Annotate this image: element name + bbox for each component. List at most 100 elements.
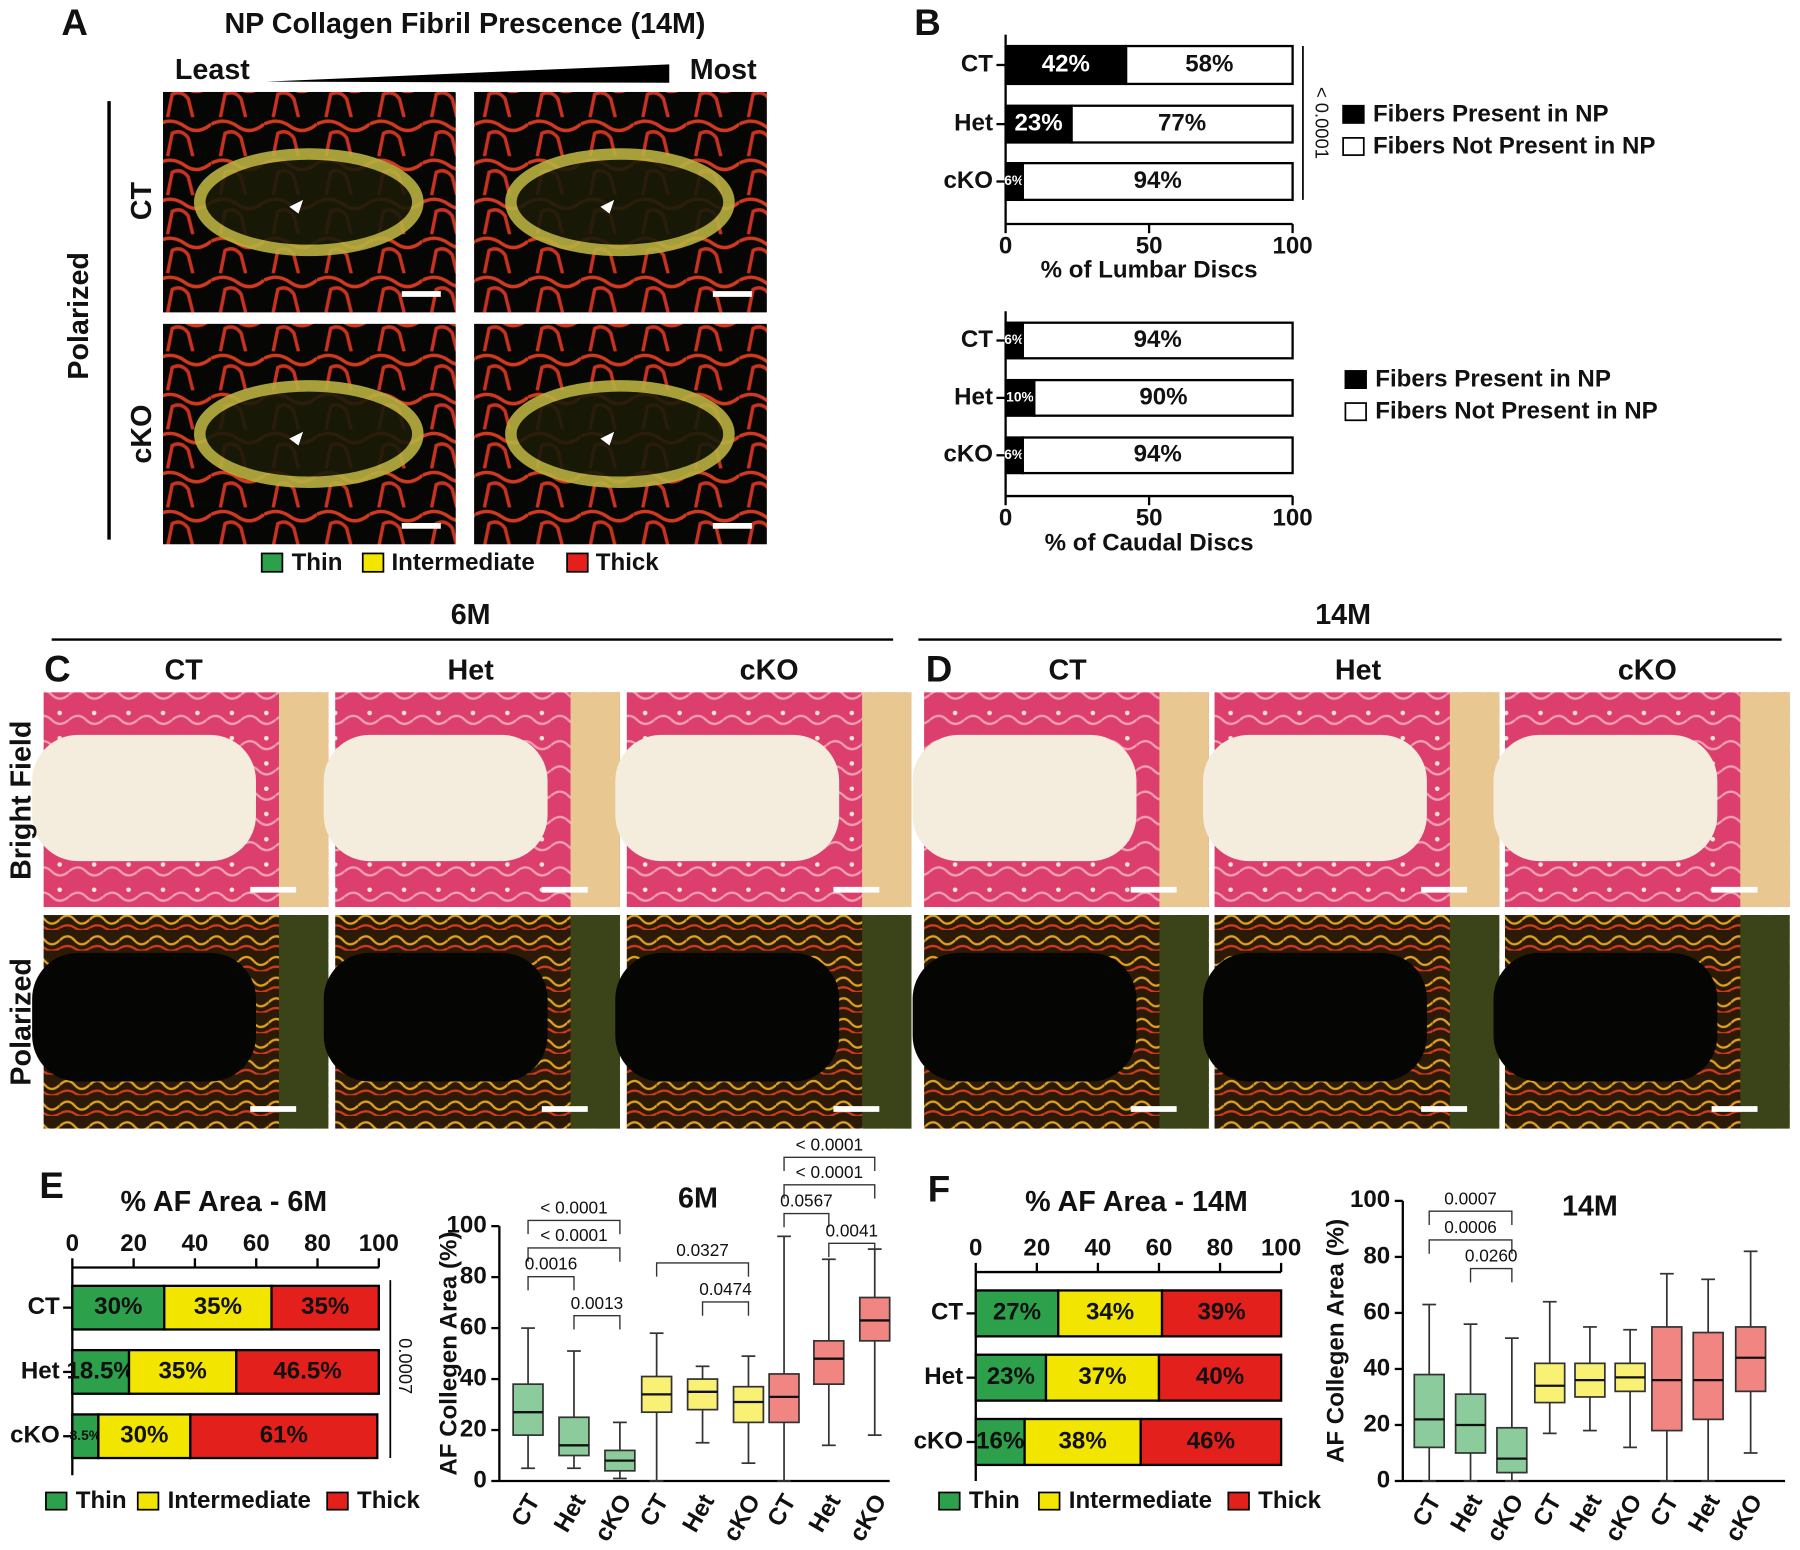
panel-letter: B	[914, 2, 941, 43]
value-label: 61%	[260, 1422, 308, 1449]
column-label: CT	[1048, 654, 1087, 686]
x-tick-label: CT	[762, 1490, 802, 1532]
bracket	[1428, 1210, 1513, 1226]
bar-segment	[71, 1348, 131, 1395]
bar-segment	[1125, 44, 1294, 86]
panel-letter: E	[39, 1165, 64, 1206]
muscle-region	[1740, 692, 1790, 908]
muscle-region	[1449, 915, 1500, 1129]
x-tick-label: 20	[1023, 1234, 1050, 1261]
x-tick-label: 20	[120, 1230, 147, 1257]
value-label: 23%	[1014, 109, 1062, 136]
bar-segment	[1004, 44, 1128, 86]
arrowhead	[600, 199, 615, 214]
p-value: < 0.0001	[540, 1197, 607, 1217]
bar-segment	[1160, 1289, 1283, 1338]
np-region	[912, 952, 1137, 1082]
x-tick-label: Het	[1683, 1490, 1726, 1537]
y-tick-label: cKO	[943, 167, 993, 194]
legend-label: Intermediate	[1069, 1487, 1212, 1514]
x-tick-label: CT	[506, 1490, 546, 1532]
p-value: 0.0327	[676, 1240, 729, 1260]
arrowhead	[289, 431, 304, 446]
np-region	[912, 734, 1137, 862]
y-tick-label: CT	[961, 50, 993, 77]
x-tick-label: 100	[1273, 504, 1313, 531]
bar-segment	[270, 1284, 380, 1331]
value-label: 6%	[1004, 332, 1024, 347]
muscle-region	[1159, 692, 1209, 908]
value-label: 94%	[1134, 326, 1182, 353]
value-label: 39%	[1197, 1299, 1245, 1326]
legend-label: Thin	[292, 549, 343, 576]
x-tick-label: Het	[677, 1490, 720, 1537]
value-label: 34%	[1086, 1299, 1134, 1326]
x-tick-label: CT	[635, 1490, 675, 1532]
y-tick-label: 40	[1363, 1354, 1390, 1381]
bracket	[573, 1315, 621, 1330]
column-label: Het	[448, 654, 495, 686]
box	[1651, 1326, 1683, 1432]
bar-segment	[1021, 161, 1294, 202]
x-tick-label: Het	[804, 1490, 847, 1537]
value-label: 94%	[1134, 441, 1182, 468]
age-header: 14M	[1315, 599, 1371, 631]
np-region	[323, 952, 548, 1082]
box	[1496, 1426, 1528, 1474]
disc-region	[194, 148, 424, 257]
value-label: 27%	[993, 1299, 1041, 1326]
bar-segment	[1021, 436, 1294, 475]
y-tick-label: CT	[931, 1299, 963, 1326]
x-tick-label: 0	[999, 232, 1012, 259]
muscle-region	[1449, 692, 1500, 908]
x-tick-label: CT	[1645, 1490, 1685, 1532]
row-label: CT	[126, 181, 158, 220]
bracket	[1428, 1239, 1513, 1254]
x-tick-label: 40	[1085, 1234, 1112, 1261]
x-tick-label: 50	[1136, 232, 1163, 259]
value-label: 35%	[159, 1357, 207, 1384]
p-value: 0.0007	[1444, 1188, 1497, 1208]
box	[1692, 1331, 1724, 1421]
value-label: 16%	[976, 1427, 1024, 1454]
muscle-region	[1159, 915, 1209, 1129]
gradient-label: Least	[175, 54, 250, 86]
legend-label: Intermediate	[391, 549, 534, 576]
column-label: Het	[1335, 654, 1382, 686]
y-tick-label: 80	[460, 1262, 487, 1289]
legend-label: Fibers Present in NP	[1375, 365, 1611, 392]
p-value: 0.0567	[780, 1191, 833, 1211]
x-axis-label: % of Caudal Discs	[1045, 530, 1254, 557]
bar-segment	[1023, 1417, 1142, 1467]
value-label: 35%	[301, 1293, 349, 1320]
box	[686, 1378, 719, 1411]
value-label: 77%	[1158, 109, 1206, 136]
p-value: 0.0260	[1465, 1246, 1518, 1266]
bracket	[783, 1212, 830, 1228]
value-label: 46%	[1187, 1427, 1235, 1454]
value-label: 90%	[1139, 383, 1187, 410]
legend-swatch	[1342, 104, 1365, 124]
muscle-region	[1740, 915, 1790, 1129]
bar-segment	[189, 1413, 379, 1460]
value-label: 6%	[1004, 447, 1024, 462]
y-tick-label: Het	[924, 1363, 963, 1390]
bar-segment	[235, 1348, 380, 1395]
bracket	[527, 1275, 575, 1291]
box	[512, 1383, 544, 1436]
y-tick-label: Het	[954, 383, 993, 410]
p-value: < 0.0001	[796, 1162, 863, 1182]
legend-label: Thick	[1258, 1487, 1322, 1514]
x-tick-label: CT	[1407, 1490, 1447, 1532]
y-tick-label: cKO	[943, 441, 993, 468]
x-tick-label: 100	[359, 1230, 399, 1257]
np-region	[1203, 734, 1427, 862]
value-label: 30%	[94, 1293, 142, 1320]
y-tick-label: CT	[961, 326, 993, 353]
legend-label: Thin	[969, 1487, 1020, 1514]
muscle-region	[862, 915, 912, 1129]
legend-swatch	[938, 1491, 961, 1511]
muscle-region	[570, 692, 620, 908]
x-tick-label: cKO	[718, 1490, 766, 1546]
panel-letter: C	[44, 648, 71, 689]
